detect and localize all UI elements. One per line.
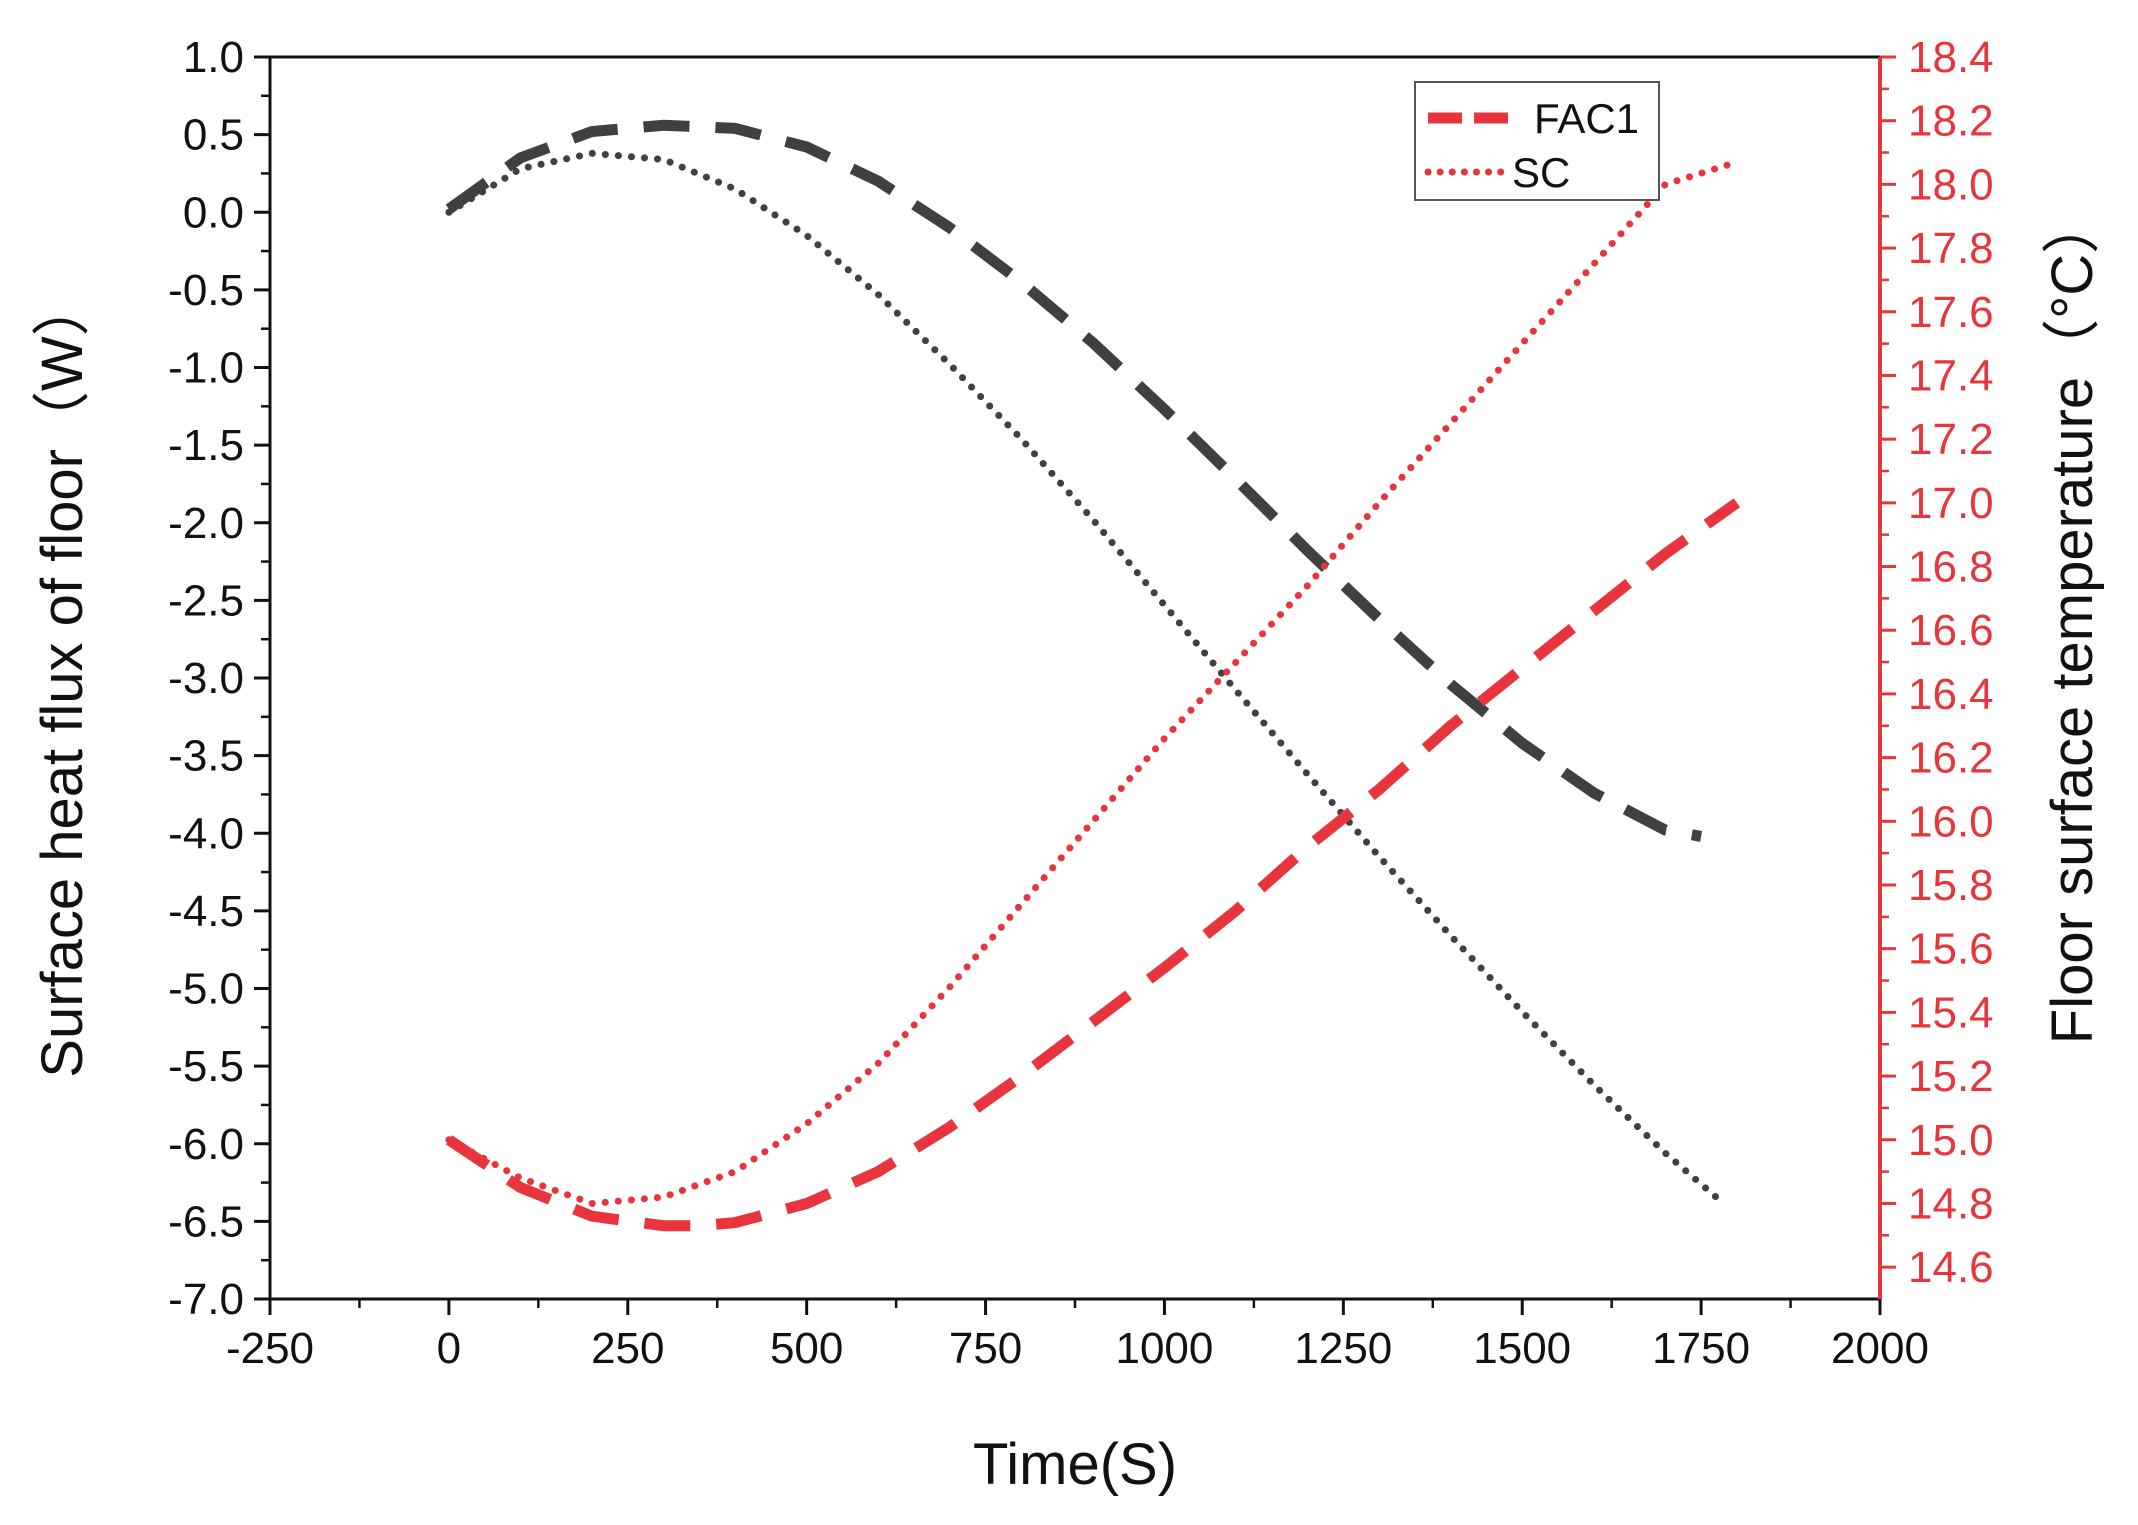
right-y-tick-label: 17.4: [1908, 351, 1994, 400]
series-layer: [445, 119, 1741, 1232]
x-tick-label: 500: [770, 1324, 843, 1373]
right-y-tick-label: 18.0: [1908, 160, 1994, 209]
x-axis-title: Time(S): [973, 1432, 1177, 1497]
x-tick-label: 250: [591, 1324, 664, 1373]
right-y-tick-label: 15.6: [1908, 925, 1994, 974]
right-y-tick-label: 17.2: [1908, 415, 1994, 464]
left-y-tick-label: -5.5: [168, 1042, 244, 1091]
right-y-tick-label: 15.0: [1908, 1116, 1994, 1165]
right-y-tick-label: 18.4: [1908, 33, 1994, 82]
right-y-tick-label: 16.8: [1908, 543, 1994, 592]
left-y-tick-label: -5.0: [168, 965, 244, 1014]
legend-label-fac1: FAC1: [1534, 95, 1639, 142]
legend-label-sc: SC: [1512, 149, 1570, 196]
left-y-tick-label: -2.0: [168, 499, 244, 548]
right-y-tick-label: 16.6: [1908, 606, 1994, 655]
series-fac1-temperature-line: [445, 498, 1741, 1232]
left-y-tick-label: -0.5: [168, 266, 244, 315]
x-tick-label: -250: [226, 1324, 314, 1373]
right-y-tick-label: 15.4: [1908, 988, 1994, 1037]
series-sc-heat-flux-line: [445, 149, 1727, 1207]
series-sc-temperature-line: [445, 158, 1741, 1208]
series-fac1-heat-flux-line: [445, 119, 1703, 842]
x-tick-label: 750: [949, 1324, 1022, 1373]
plot-frame: [268, 55, 1882, 1301]
x-axis: -250 0 250 500 750 1000 1250 1500 1750 2000: [226, 1299, 1929, 1373]
x-tick-label: 1500: [1473, 1324, 1571, 1373]
left-y-tick-label: 1.0: [183, 33, 244, 82]
right-y-tick-label: 17.0: [1908, 479, 1994, 528]
left-y-tick-label: -4.5: [168, 887, 244, 936]
left-y-tick-label: -2.5: [168, 576, 244, 625]
left-y-tick-label: -7.0: [168, 1275, 244, 1324]
x-tick-label: 1750: [1652, 1324, 1750, 1373]
left-y-tick-label: -4.0: [168, 809, 244, 858]
left-y-tick-label: 0.5: [183, 111, 244, 160]
right-y-tick-label: 14.8: [1908, 1179, 1994, 1228]
right-y-tick-label: 17.8: [1908, 224, 1994, 273]
right-y-axis-title: Floor surface temperature（°C）: [2040, 196, 2105, 1044]
right-y-tick-label: 16.0: [1908, 797, 1994, 846]
left-y-tick-label: 0.0: [183, 188, 244, 237]
right-y-axis: 18.4 18.2 18.0 17.8 17.6 17.4 17.2 17.0 16.8 16.6…: [1878, 33, 1994, 1299]
right-y-tick-label: 14.6: [1908, 1243, 1994, 1292]
left-y-tick-label: -3.0: [168, 654, 244, 703]
left-y-axis-title: Surface heat flux of floor（W）: [30, 278, 95, 1077]
right-y-tick-label: 16.4: [1908, 670, 1994, 719]
x-tick-label: 1000: [1115, 1324, 1213, 1373]
right-y-tick-label: 18.2: [1908, 97, 1994, 146]
right-y-tick-label: 16.2: [1908, 734, 1994, 783]
left-y-tick-label: -3.5: [168, 732, 244, 781]
left-y-axis: 1.0 0.5 0.0 -0.5 -1.0 -1.5 -2.0 -2.5 -3.0 -3.5 -4.…: [168, 33, 270, 1324]
legend: FAC1 SC: [1414, 81, 1660, 201]
x-tick-label: 1250: [1294, 1324, 1392, 1373]
x-tick-label: 0: [437, 1324, 461, 1373]
right-y-tick-label: 15.2: [1908, 1052, 1994, 1101]
right-y-tick-label: 17.6: [1908, 288, 1994, 337]
left-y-tick-label: -6.5: [168, 1197, 244, 1246]
left-y-tick-label: -6.0: [168, 1120, 244, 1169]
left-y-tick-label: -1.0: [168, 344, 244, 393]
left-y-tick-label: -1.5: [168, 421, 244, 470]
x-tick-label: 2000: [1831, 1324, 1929, 1373]
right-y-tick-label: 15.8: [1908, 861, 1994, 910]
legend-box: [1414, 81, 1660, 201]
